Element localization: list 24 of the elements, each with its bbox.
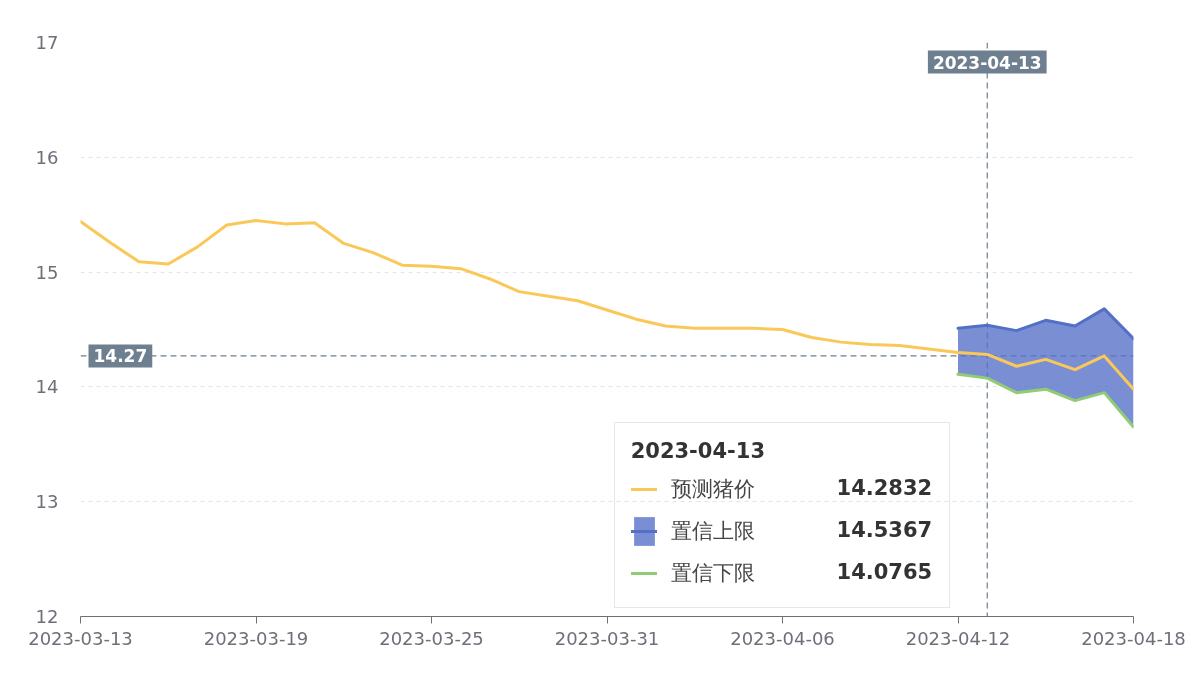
x-tick-label: 2023-03-13: [28, 627, 133, 649]
x-tick-label: 2023-03-25: [379, 627, 484, 649]
y-tick-label: 12: [35, 606, 59, 627]
annotation: 14.0765: [836, 559, 933, 584]
legend-label: 置信上限: [670, 519, 755, 543]
ref-line-label: 2023-04-13: [932, 52, 1042, 73]
y-tick-label: 13: [35, 491, 59, 513]
x-tick-label: 2023-04-06: [730, 627, 835, 649]
legend-title: 2023-04-13: [630, 439, 766, 463]
y-tick-label: 16: [35, 146, 59, 168]
legend-label: 置信下限: [670, 561, 755, 585]
annotation: 14.2832: [836, 475, 933, 500]
y-tick-label: 14: [35, 376, 59, 398]
line-series: [80, 218, 1134, 391]
x-tick-label: 2023-03-19: [203, 627, 309, 649]
y-tick-label: 17: [35, 32, 59, 53]
x-tick-label: 2023-04-12: [905, 627, 1011, 649]
x-tick-label: 2023-03-31: [554, 627, 660, 649]
ref-line-label: 14.27: [93, 346, 148, 367]
y-tick-label: 15: [35, 261, 59, 283]
legend-label: 预测猪价: [670, 477, 755, 501]
x-tick-label: 2023-04-18: [1081, 627, 1186, 649]
annotation: 14.5367: [836, 517, 933, 542]
line-series: [956, 372, 1134, 429]
